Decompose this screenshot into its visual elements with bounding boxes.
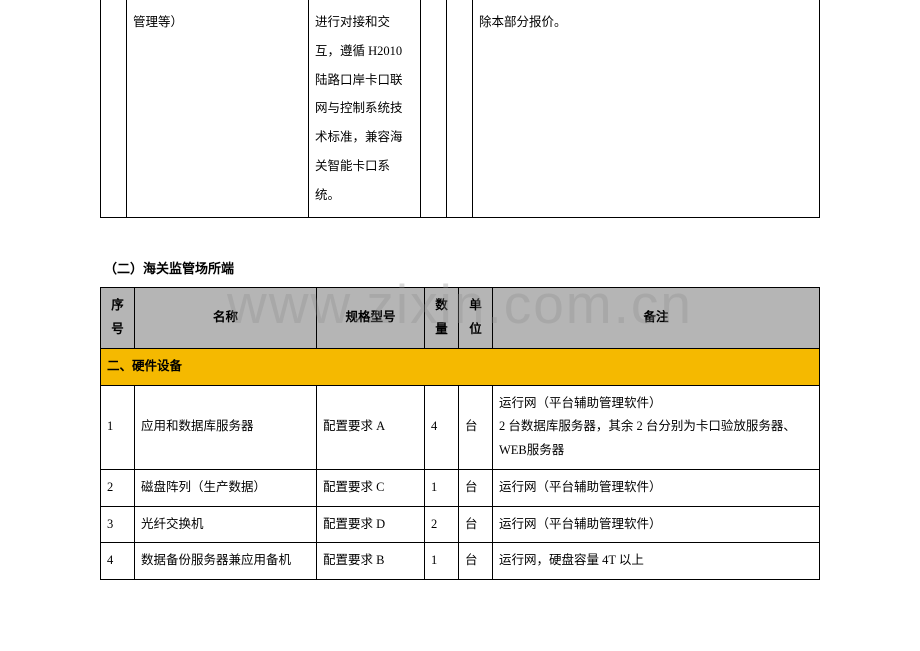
cell-idx: 1 [101,385,135,469]
cell-qty: 4 [425,385,459,469]
table-row: 4 数据备份服务器兼应用备机 配置要求 B 1 台 运行网，硬盘容量 4T 以上 [101,543,820,580]
category-row: 二、硬件设备 [101,348,820,385]
cell-unit: 台 [459,506,493,543]
cell-idx: 2 [101,469,135,506]
cell-unit: 台 [459,385,493,469]
fragment-cell-note: 除本部分报价。 [473,0,820,218]
fragment-cell-unit [447,0,473,218]
cell-qty: 2 [425,506,459,543]
cell-name: 光纤交换机 [135,506,317,543]
header-name: 名称 [135,288,317,349]
cell-name: 应用和数据库服务器 [135,385,317,469]
cell-spec: 配置要求 A [317,385,425,469]
table-header-row: 序号 名称 规格型号 数量 单位 备注 [101,288,820,349]
cell-note: 运行网（平台辅助管理软件） [493,469,820,506]
table-row: 3 光纤交换机 配置要求 D 2 台 运行网（平台辅助管理软件） [101,506,820,543]
cell-qty: 1 [425,543,459,580]
cell-unit: 台 [459,469,493,506]
fragment-table: 管理等） 进行对接和交互，遵循 H2010 陆路口岸卡口联网与控制系统技术标准，… [100,0,820,218]
cell-idx: 4 [101,543,135,580]
fragment-row: 管理等） 进行对接和交互，遵循 H2010 陆路口岸卡口联网与控制系统技术标准，… [101,0,820,218]
fragment-cell-idx [101,0,127,218]
cell-spec: 配置要求 B [317,543,425,580]
page-content: 管理等） 进行对接和交互，遵循 H2010 陆路口岸卡口联网与控制系统技术标准，… [0,0,920,580]
fragment-cell-qty [421,0,447,218]
table-row: 2 磁盘阵列（生产数据） 配置要求 C 1 台 运行网（平台辅助管理软件） [101,469,820,506]
header-idx: 序号 [101,288,135,349]
header-unit: 单位 [459,288,493,349]
cell-qty: 1 [425,469,459,506]
cell-spec: 配置要求 C [317,469,425,506]
fragment-cell-spec: 进行对接和交互，遵循 H2010 陆路口岸卡口联网与控制系统技术标准，兼容海关智… [309,0,421,218]
section-heading: （二）海关监管场所端 [100,258,820,277]
cell-spec: 配置要求 D [317,506,425,543]
cell-note: 运行网（平台辅助管理软件） [493,506,820,543]
header-note: 备注 [493,288,820,349]
header-qty: 数量 [425,288,459,349]
equipment-table: 序号 名称 规格型号 数量 单位 备注 二、硬件设备 1 应用和数据库服务器 配… [100,287,820,580]
cell-idx: 3 [101,506,135,543]
cell-note: 运行网，硬盘容量 4T 以上 [493,543,820,580]
category-cell: 二、硬件设备 [101,348,820,385]
cell-name: 数据备份服务器兼应用备机 [135,543,317,580]
cell-name: 磁盘阵列（生产数据） [135,469,317,506]
cell-note: 运行网（平台辅助管理软件） 2 台数据库服务器，其余 2 台分别为卡口验放服务器… [493,385,820,469]
cell-unit: 台 [459,543,493,580]
fragment-cell-name: 管理等） [127,0,309,218]
header-spec: 规格型号 [317,288,425,349]
table-row: 1 应用和数据库服务器 配置要求 A 4 台 运行网（平台辅助管理软件） 2 台… [101,385,820,469]
